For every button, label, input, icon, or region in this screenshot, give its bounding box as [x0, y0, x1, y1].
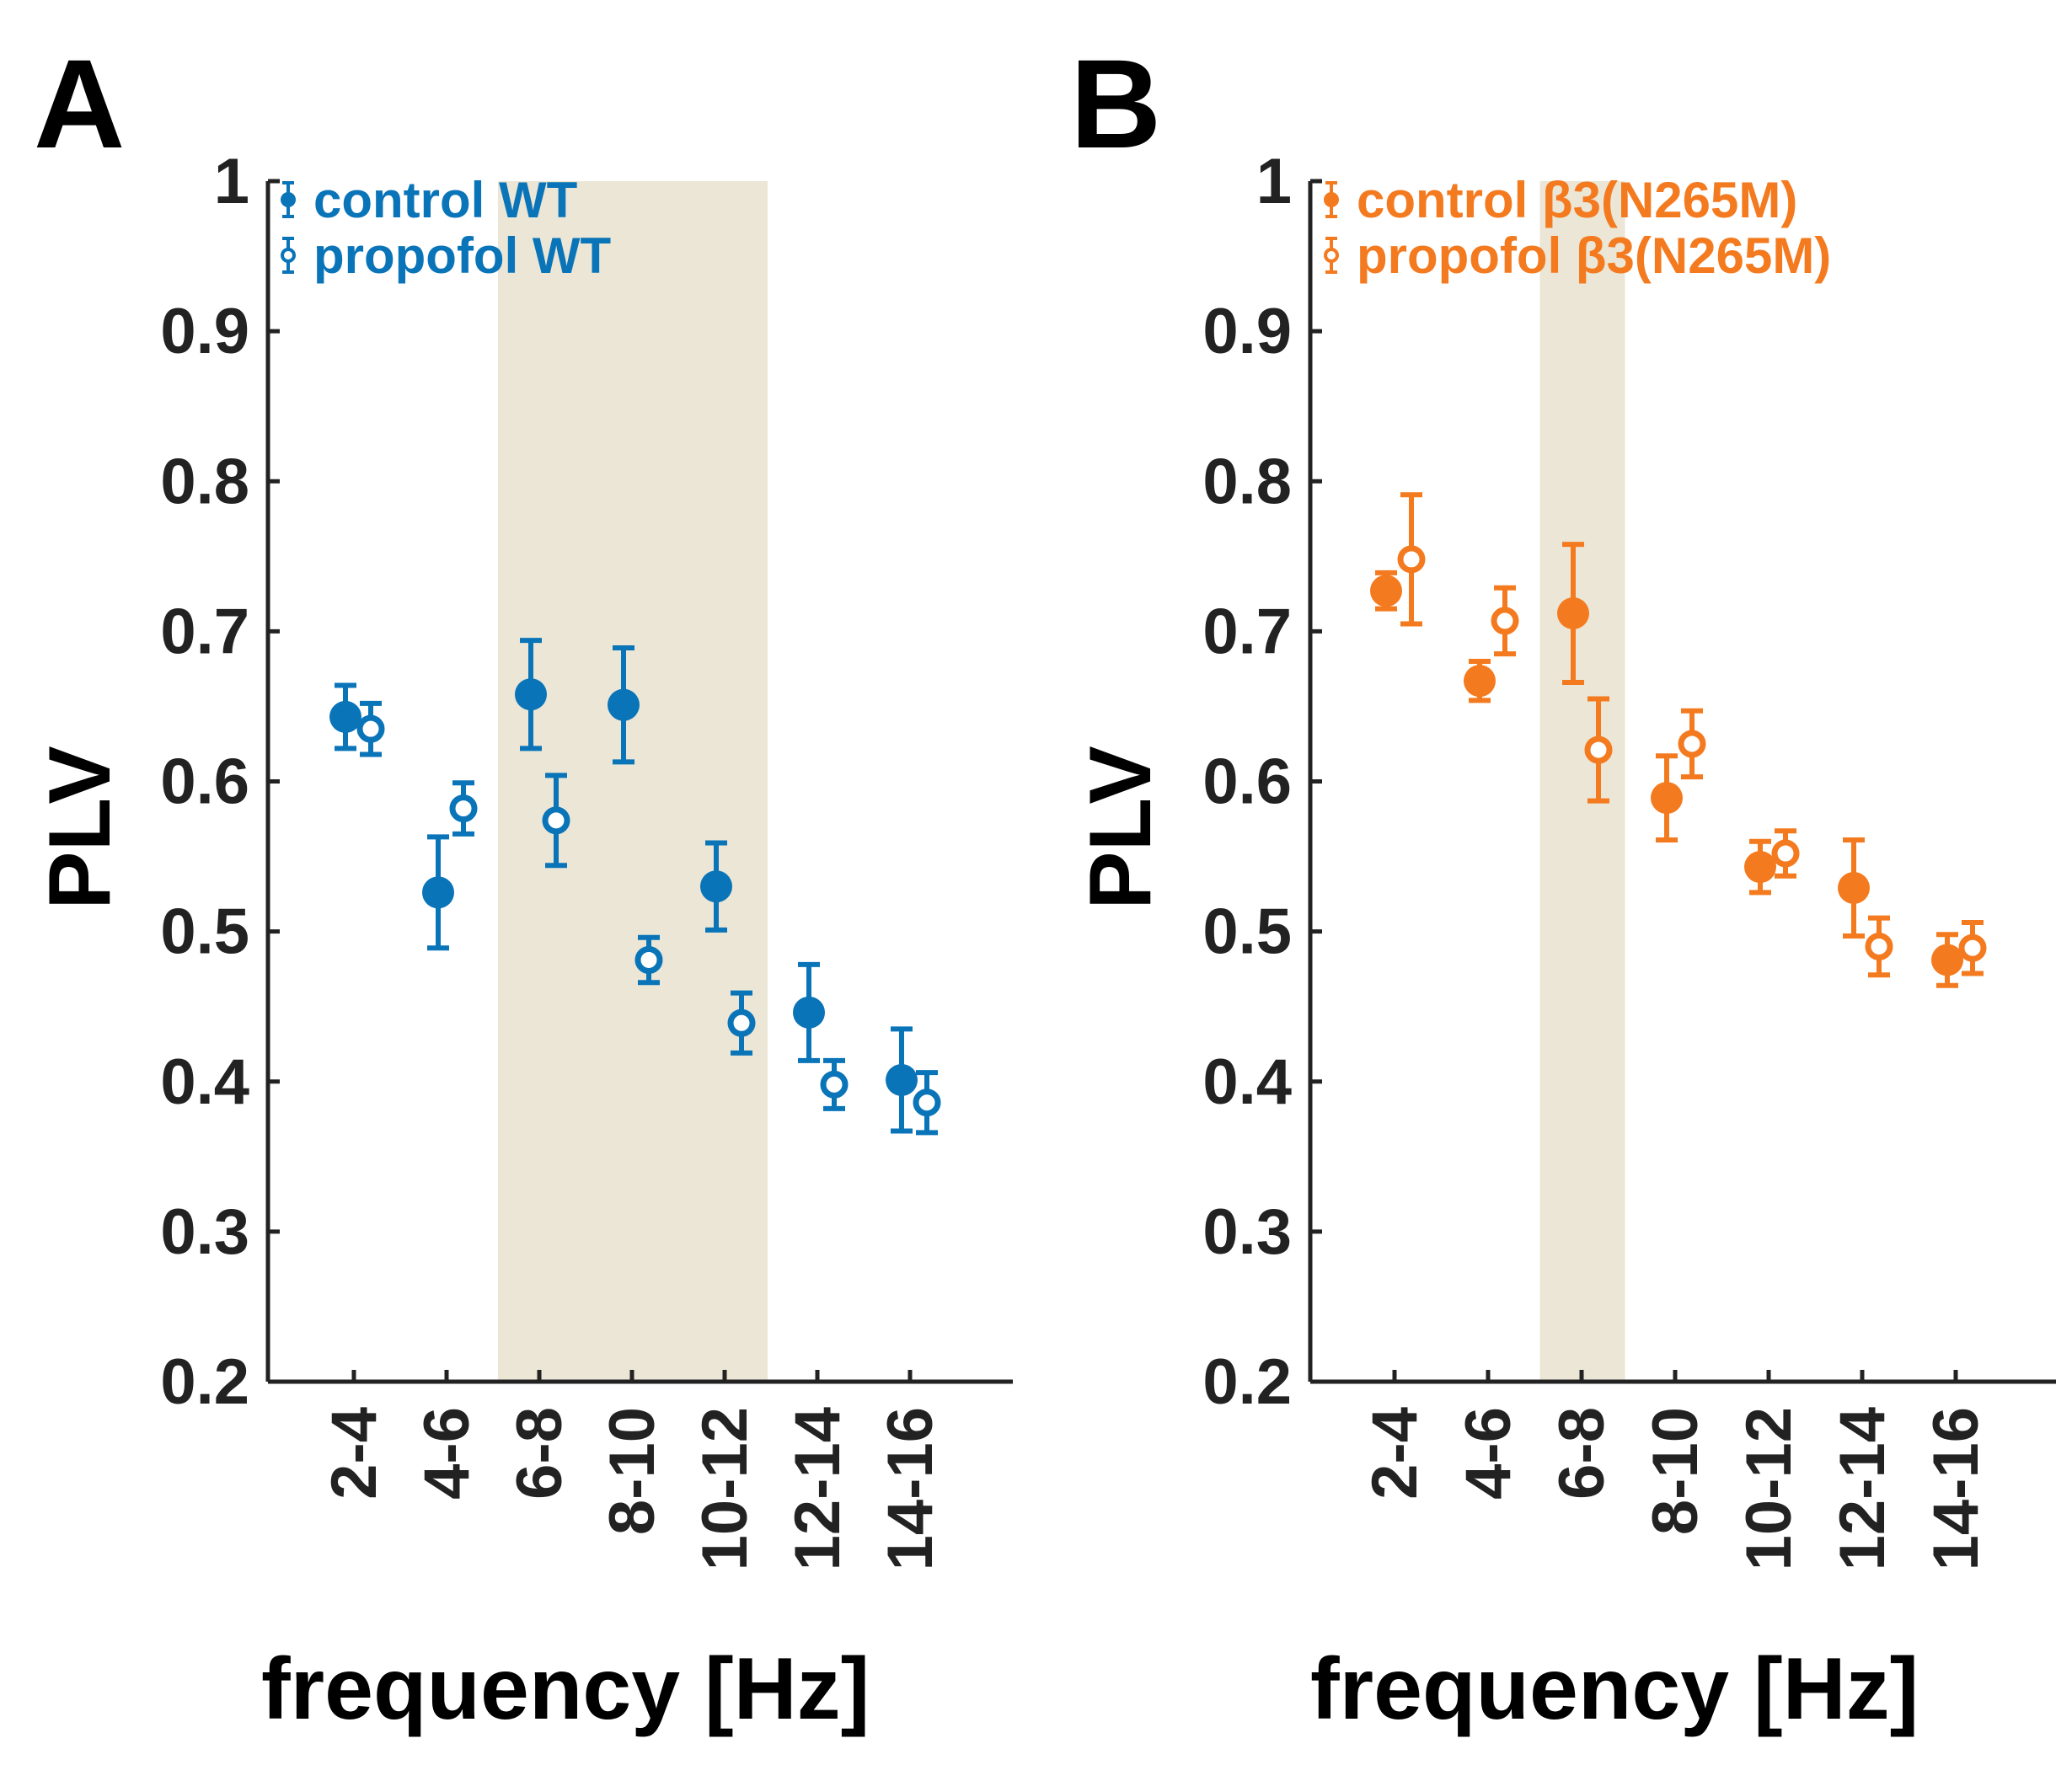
y-tick-label: 0.5 — [160, 896, 249, 968]
x-tick-label: 4-6 — [1453, 1407, 1524, 1500]
y-tick-label: 1 — [214, 146, 249, 217]
y-tick-label: 0.5 — [1202, 896, 1292, 968]
legend-marker-open — [1324, 248, 1339, 263]
data-point-propofol — [1771, 839, 1800, 868]
y-tick-label: 0.7 — [160, 596, 249, 667]
data-point-propofol — [1397, 545, 1426, 574]
data-point-propofol — [634, 945, 663, 974]
x-tick-label: 8-10 — [1640, 1407, 1711, 1535]
data-point-propofol — [449, 794, 478, 823]
data-point-propofol — [1678, 730, 1706, 758]
data-point-propofol — [356, 714, 385, 743]
data-point-propofol — [727, 1008, 756, 1037]
data-point-control — [1931, 944, 1963, 976]
data-point-control — [1557, 597, 1589, 629]
x-axis-title: frequency [Hz] — [1310, 1640, 1919, 1738]
data-point-propofol — [913, 1088, 941, 1117]
legend-label: control WT — [313, 172, 577, 228]
y-tick-label: 0.7 — [1202, 596, 1292, 667]
y-axis-title: PLV — [31, 746, 129, 910]
x-tick-label: 6-8 — [1546, 1407, 1618, 1500]
data-point-control — [1744, 851, 1776, 884]
highlight-band — [498, 181, 768, 1382]
x-tick-label: 14-16 — [1920, 1407, 1992, 1570]
x-tick-label: 8-10 — [597, 1407, 668, 1535]
legend-label: control β3(N265M) — [1357, 172, 1797, 228]
data-point-propofol — [1491, 607, 1519, 635]
y-tick-label: 1 — [1256, 146, 1292, 217]
legend-marker-filled — [1324, 192, 1339, 207]
data-point-control — [422, 876, 454, 909]
legend-marker-filled — [281, 192, 296, 207]
y-tick-label: 0.3 — [160, 1196, 249, 1268]
y-tick-label: 0.2 — [160, 1346, 249, 1418]
x-tick-label: 2-4 — [1359, 1407, 1431, 1500]
legend-label: propofol WT — [313, 227, 611, 284]
y-tick-label: 0.4 — [160, 1046, 249, 1118]
data-point-propofol — [1958, 933, 1987, 962]
legend-label: propofol β3(N265M) — [1357, 227, 1831, 284]
data-point-control — [329, 700, 361, 733]
y-tick-label: 0.9 — [1202, 296, 1292, 367]
x-tick-label: 10-12 — [689, 1407, 761, 1570]
y-tick-label: 0.3 — [1202, 1196, 1292, 1268]
x-tick-label: 10-12 — [1733, 1407, 1805, 1570]
data-point-control — [1838, 871, 1870, 904]
panel-b: 0.2 0.3 0.4 0.5 0.6 0.7 0.8 0.9 1 2-4 4-6 6-8 8-10 10… — [1070, 33, 2056, 1738]
data-point-control — [1464, 665, 1496, 698]
data-point-control — [515, 678, 547, 711]
data-point-control — [608, 688, 640, 721]
data-point-control — [1370, 575, 1402, 607]
x-tick-label: 2-4 — [319, 1407, 390, 1500]
panel-letter: B — [1070, 33, 1161, 174]
x-tick-label: 4-6 — [411, 1407, 483, 1500]
data-point-propofol — [1584, 735, 1613, 764]
y-axis-title: PLV — [1072, 746, 1170, 910]
y-tick-label: 0.6 — [160, 746, 249, 818]
legend-marker-open — [281, 248, 296, 263]
data-point-control — [1651, 782, 1683, 815]
y-tick-label: 0.9 — [160, 296, 249, 367]
data-point-propofol — [542, 806, 570, 835]
highlight-band — [1539, 181, 1625, 1382]
y-tick-label: 0.6 — [1202, 746, 1292, 818]
data-point-control — [886, 1063, 918, 1096]
panel-a: 0.2 0.3 0.4 0.5 0.6 0.7 0.8 0.9 1 2-4 4-6 6-8 8-10 10… — [31, 33, 1013, 1738]
data-point-control — [700, 870, 732, 903]
x-tick-label: 12-14 — [1827, 1407, 1898, 1570]
x-tick-label: 14-16 — [875, 1407, 946, 1570]
x-tick-label: 12-14 — [782, 1407, 854, 1570]
data-point-control — [793, 996, 825, 1029]
x-tick-label: 6-8 — [504, 1407, 576, 1500]
x-axis-title: frequency [Hz] — [261, 1640, 870, 1738]
y-tick-label: 0.4 — [1202, 1046, 1292, 1118]
data-point-propofol — [1865, 932, 1893, 960]
y-tick-label: 0.2 — [1202, 1346, 1292, 1418]
panel-letter: A — [34, 33, 125, 174]
y-tick-label: 0.8 — [1202, 446, 1292, 517]
y-tick-label: 0.8 — [160, 446, 249, 517]
data-point-propofol — [820, 1070, 849, 1099]
